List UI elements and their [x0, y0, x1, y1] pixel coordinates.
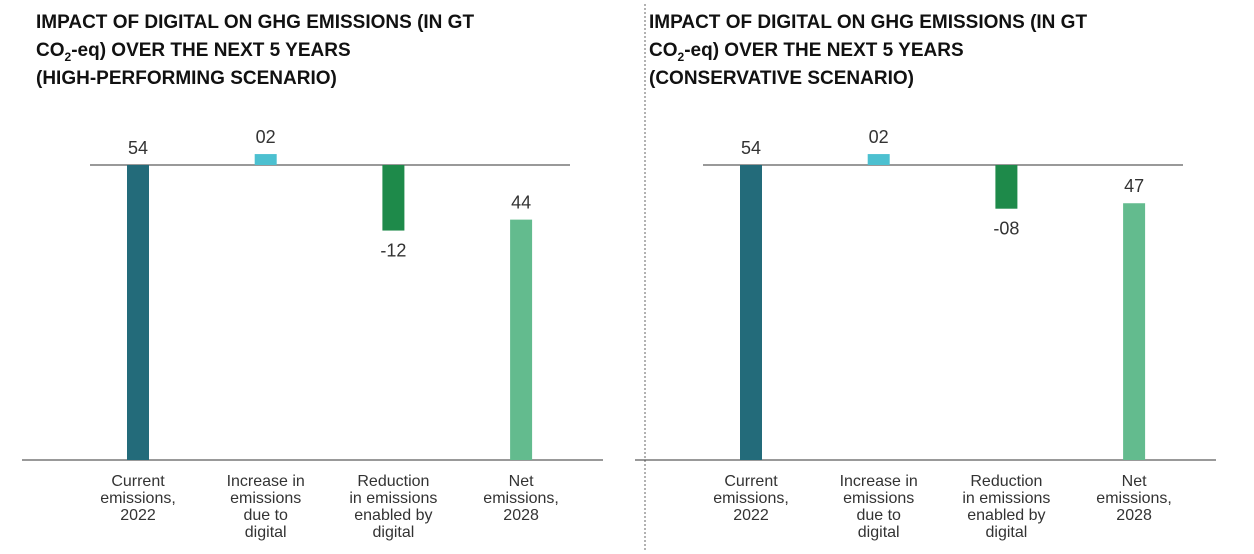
chart-title: (CONSERVATIVE SCENARIO) — [649, 68, 914, 89]
category-label: emissions, — [483, 490, 559, 507]
category-label: Net — [509, 473, 534, 490]
category-label: digital — [985, 524, 1027, 541]
title-part: CO — [649, 40, 678, 61]
title-subscript: 2 — [65, 50, 72, 64]
category-label: digital — [372, 524, 414, 541]
category-label: emissions, — [100, 490, 176, 507]
category-label: due to — [243, 507, 288, 524]
category-label: emissions — [843, 490, 914, 507]
bar — [510, 219, 533, 460]
category-label: Increase in — [227, 473, 305, 490]
category-label: in emissions — [349, 490, 437, 507]
value-label: 44 — [511, 193, 531, 213]
category-label: Reduction — [357, 473, 429, 490]
category-label: Reduction — [970, 473, 1042, 490]
value-label: 54 — [128, 138, 148, 158]
chart-title: (HIGH-PERFORMING SCENARIO) — [36, 68, 337, 89]
bar — [127, 165, 149, 460]
title-part: CO — [36, 40, 65, 61]
value-label: 54 — [741, 138, 761, 158]
bar — [995, 165, 1018, 209]
bar — [867, 154, 890, 165]
chart: IMPACT OF DIGITAL ON GHG EMISSIONS (IN G… — [635, 12, 1216, 541]
value-label: -12 — [380, 241, 406, 261]
category-label: due to — [856, 507, 901, 524]
value-label: 47 — [1124, 176, 1144, 196]
category-label: 2028 — [503, 507, 539, 524]
category-label: Net — [1122, 473, 1147, 490]
category-label: digital — [245, 524, 287, 541]
chart-title: CO2-eq) OVER THE NEXT 5 YEARS — [649, 40, 964, 64]
category-label: 2022 — [733, 507, 769, 524]
chart-title: IMPACT OF DIGITAL ON GHG EMISSIONS (IN G… — [36, 12, 474, 33]
title-part: -eq) OVER THE NEXT 5 YEARS — [684, 40, 963, 61]
bar — [1123, 203, 1146, 461]
bar — [254, 154, 277, 165]
value-label: 02 — [256, 127, 276, 147]
chart-title: IMPACT OF DIGITAL ON GHG EMISSIONS (IN G… — [649, 12, 1087, 33]
category-label: 2022 — [120, 507, 156, 524]
category-label: Increase in — [840, 473, 918, 490]
category-label: emissions, — [1096, 490, 1172, 507]
category-label: emissions, — [713, 490, 789, 507]
category-label: Current — [724, 473, 778, 490]
category-label: enabled by — [354, 507, 432, 524]
title-part: -eq) OVER THE NEXT 5 YEARS — [71, 40, 350, 61]
category-label: 2028 — [1116, 507, 1152, 524]
value-label: 02 — [869, 127, 889, 147]
category-label: Current — [111, 473, 165, 490]
category-label: emissions — [230, 490, 301, 507]
bar — [740, 165, 762, 460]
category-label: in emissions — [962, 490, 1050, 507]
bar — [382, 165, 405, 231]
category-label: enabled by — [967, 507, 1045, 524]
value-label: -08 — [993, 219, 1019, 239]
title-subscript: 2 — [678, 50, 685, 64]
chart: IMPACT OF DIGITAL ON GHG EMISSIONS (IN G… — [22, 12, 603, 541]
chart-title: CO2-eq) OVER THE NEXT 5 YEARS — [36, 40, 351, 64]
category-label: digital — [858, 524, 900, 541]
